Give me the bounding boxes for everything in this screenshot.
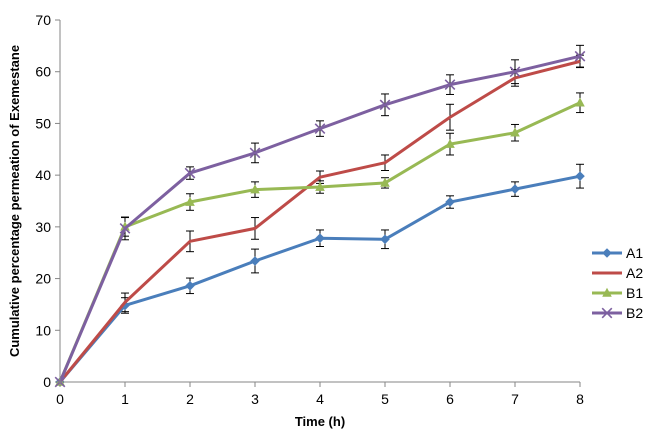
legend-label: A1 bbox=[626, 245, 643, 261]
data-point-b2 bbox=[119, 223, 131, 234]
y-axis-title: Cumulative percentage permeation of Exem… bbox=[7, 45, 22, 357]
x-tick-label: 7 bbox=[511, 391, 519, 407]
marker-stroke bbox=[184, 167, 196, 179]
y-tick-label: 40 bbox=[35, 167, 51, 183]
x-tick-label: 3 bbox=[251, 391, 259, 407]
data-point-a1 bbox=[445, 197, 455, 207]
data-point-a1 bbox=[315, 233, 325, 244]
marker-stroke bbox=[314, 123, 326, 134]
data-point-b1 bbox=[315, 181, 325, 191]
series-a1 bbox=[55, 171, 585, 387]
axes: 0 10 20 30 40 50 60 70 0 1 2 3 4 5 6 7 8 bbox=[35, 12, 584, 407]
data-point-b2 bbox=[379, 99, 391, 111]
marker-stroke bbox=[444, 79, 456, 91]
x-tick-label: 2 bbox=[186, 391, 194, 407]
series-b2 bbox=[54, 50, 586, 388]
x-tick-label: 8 bbox=[576, 391, 584, 407]
data-point-b2 bbox=[249, 147, 261, 159]
marker-stroke bbox=[379, 99, 391, 111]
y-tick-label: 0 bbox=[43, 374, 51, 390]
legend-label: A2 bbox=[626, 265, 643, 281]
data-point-b2 bbox=[314, 123, 326, 134]
legend-marker bbox=[601, 307, 613, 319]
legend: A1 A2 B1 B2 bbox=[592, 245, 643, 321]
data-point-a1 bbox=[510, 184, 520, 194]
data-point-b1 bbox=[250, 184, 260, 194]
data-point-b2 bbox=[509, 66, 521, 78]
series-line-b2 bbox=[58, 54, 581, 383]
plot-area bbox=[54, 44, 586, 388]
y-tick-label: 50 bbox=[35, 115, 51, 131]
x-tick-label: 6 bbox=[446, 391, 454, 407]
data-point-b1 bbox=[445, 138, 455, 148]
x-tick-label: 0 bbox=[56, 391, 64, 407]
y-tick-label: 10 bbox=[35, 322, 51, 338]
legend-marker bbox=[602, 287, 612, 297]
y-tick-label: 20 bbox=[35, 271, 51, 287]
legend-label: B2 bbox=[626, 305, 643, 321]
marker-stroke bbox=[574, 50, 586, 62]
error-bars-b1 bbox=[121, 92, 584, 237]
data-point-b2 bbox=[574, 50, 586, 62]
x-tick-label: 4 bbox=[316, 391, 324, 407]
y-tick-label: 30 bbox=[35, 219, 51, 235]
marker-stroke bbox=[509, 66, 521, 78]
data-point-b1 bbox=[185, 196, 195, 206]
x-tick-label: 1 bbox=[121, 391, 129, 407]
data-point-a1 bbox=[185, 281, 195, 291]
data-point-b1 bbox=[380, 177, 390, 187]
legend-item-b2: B2 bbox=[592, 305, 643, 321]
series-line-a1 bbox=[58, 174, 581, 383]
series-a2 bbox=[58, 59, 581, 383]
y-tick-label: 60 bbox=[35, 64, 51, 80]
legend-marker bbox=[602, 248, 612, 258]
data-point-a1 bbox=[380, 234, 390, 245]
marker-stroke bbox=[601, 307, 613, 319]
data-point-b1 bbox=[120, 221, 130, 231]
marker-stroke bbox=[119, 223, 131, 234]
marker-stroke bbox=[249, 147, 261, 159]
x-tick-label: 5 bbox=[381, 391, 389, 407]
data-point-b2 bbox=[184, 167, 196, 179]
data-point-a1 bbox=[575, 171, 585, 181]
legend-label: B1 bbox=[626, 285, 643, 301]
x-axis-title: Time (h) bbox=[295, 414, 345, 429]
y-tick-label: 70 bbox=[35, 12, 51, 28]
legend-item-a1: A1 bbox=[592, 245, 643, 261]
data-point-b2 bbox=[444, 79, 456, 91]
legend-item-a2: A2 bbox=[592, 265, 643, 281]
data-point-a1 bbox=[250, 256, 260, 266]
data-point-b1 bbox=[575, 97, 585, 107]
legend-item-b1: B1 bbox=[592, 285, 643, 301]
series-line-a2 bbox=[58, 59, 581, 383]
data-point-b1 bbox=[510, 127, 520, 137]
